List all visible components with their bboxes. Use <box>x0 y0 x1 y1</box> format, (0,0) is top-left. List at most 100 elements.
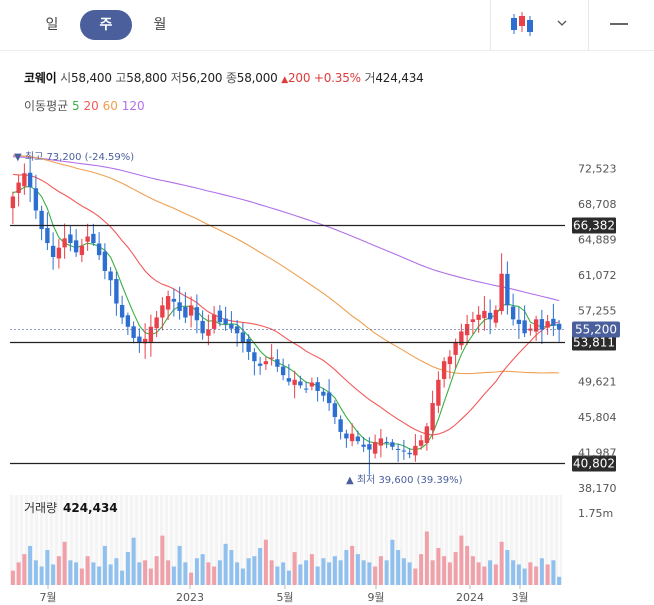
volume-bar <box>327 562 332 585</box>
candle-body <box>62 238 67 248</box>
volume-bar <box>56 556 61 585</box>
candle <box>165 290 171 321</box>
volume-bar <box>522 568 527 585</box>
candle-body <box>269 357 274 359</box>
volume-bar <box>534 566 539 585</box>
volume-bar <box>292 552 297 585</box>
candlestick-icon <box>511 12 567 36</box>
volume-bar <box>419 554 424 585</box>
candle <box>200 310 205 340</box>
volume-bar <box>252 556 257 585</box>
candle-body <box>441 361 447 380</box>
candle-body <box>252 352 257 362</box>
volume-latest-value: 424,434 <box>63 501 118 515</box>
candle-body <box>108 271 113 281</box>
stock-name: 코웨이 <box>24 71 57 85</box>
candle-body <box>148 326 154 342</box>
candle <box>91 223 96 246</box>
candle-body <box>165 296 171 310</box>
candle <box>22 163 27 195</box>
candle-body <box>556 323 562 330</box>
candle-body <box>246 338 251 352</box>
candle-body <box>482 310 487 319</box>
y-axis-tick-label: 49,621 <box>578 375 617 388</box>
volume-bar <box>539 558 544 585</box>
candle-body <box>401 450 407 452</box>
candle <box>45 212 50 251</box>
top-toolbar: 일 주 월 <box>0 0 654 50</box>
volume-bar <box>511 560 516 585</box>
volume-bar <box>442 556 447 585</box>
level-label: 40,802 <box>573 457 615 471</box>
volume-bar <box>350 545 355 585</box>
candle <box>211 305 217 334</box>
volume-bar <box>424 531 429 585</box>
tab-daily[interactable]: 일 <box>45 17 59 33</box>
candle <box>344 429 349 448</box>
volume-bar <box>407 562 412 585</box>
volume-bar <box>79 568 84 585</box>
candle-body <box>510 306 516 320</box>
candle-body <box>137 336 142 343</box>
tab-monthly[interactable]: 월 <box>153 17 167 33</box>
candle-body <box>413 445 418 456</box>
candle <box>125 312 131 336</box>
candle-body <box>476 314 481 320</box>
volume-bar <box>28 545 33 585</box>
candle <box>407 448 412 459</box>
current-price-tag <box>572 321 620 338</box>
volume-bar <box>545 564 550 585</box>
volume-bar <box>91 562 96 585</box>
candle-body <box>298 381 303 386</box>
candle <box>68 225 73 252</box>
volume-bar <box>51 564 56 585</box>
candle-body <box>91 233 96 244</box>
change-percent: +0.35% <box>313 71 361 85</box>
current-price-label: 55,200 <box>575 323 617 337</box>
candle <box>177 286 182 320</box>
candle <box>493 305 499 328</box>
ma-legend-120: 120 <box>121 99 145 113</box>
candle-body <box>447 356 453 365</box>
candle-body <box>10 196 16 209</box>
candle-body <box>349 433 355 442</box>
ma5-line <box>12 185 560 451</box>
candle <box>516 307 522 339</box>
candle <box>476 306 481 333</box>
candle-body <box>217 310 223 323</box>
volume-bar <box>108 564 113 585</box>
menu-button[interactable] <box>598 8 638 40</box>
candle <box>556 319 562 342</box>
candle-body <box>22 173 27 187</box>
volume-bar <box>355 554 360 585</box>
volume-bar <box>332 556 337 585</box>
candle-body <box>171 298 177 302</box>
y-axis-tick-label: 45,804 <box>578 411 617 424</box>
candle <box>470 311 476 335</box>
volume-bar <box>39 566 44 585</box>
volume-bar <box>246 558 251 585</box>
volume-bar <box>189 572 194 585</box>
volume-bar <box>229 550 234 585</box>
candle-body <box>378 438 384 446</box>
candle <box>188 296 194 328</box>
volume-panel <box>10 495 562 585</box>
volume-bar <box>22 554 27 585</box>
chart-type-button[interactable] <box>505 10 577 40</box>
candle-body <box>240 332 246 343</box>
candle-body <box>545 321 550 328</box>
volume-bar <box>304 560 309 585</box>
candle-body <box>160 305 165 318</box>
ma-legend-60: 60 <box>102 99 118 113</box>
candle <box>217 305 223 327</box>
tab-weekly[interactable]: 주 <box>80 10 132 40</box>
volume-bar <box>436 547 441 585</box>
candle-body <box>321 391 326 396</box>
volume-bar <box>177 545 182 585</box>
y-axis-tick-label: 64,889 <box>578 233 617 246</box>
y-axis-tick-label: 72,523 <box>578 162 617 175</box>
candle <box>119 295 125 324</box>
volume-bar <box>171 566 176 585</box>
volume-bar <box>482 566 487 585</box>
